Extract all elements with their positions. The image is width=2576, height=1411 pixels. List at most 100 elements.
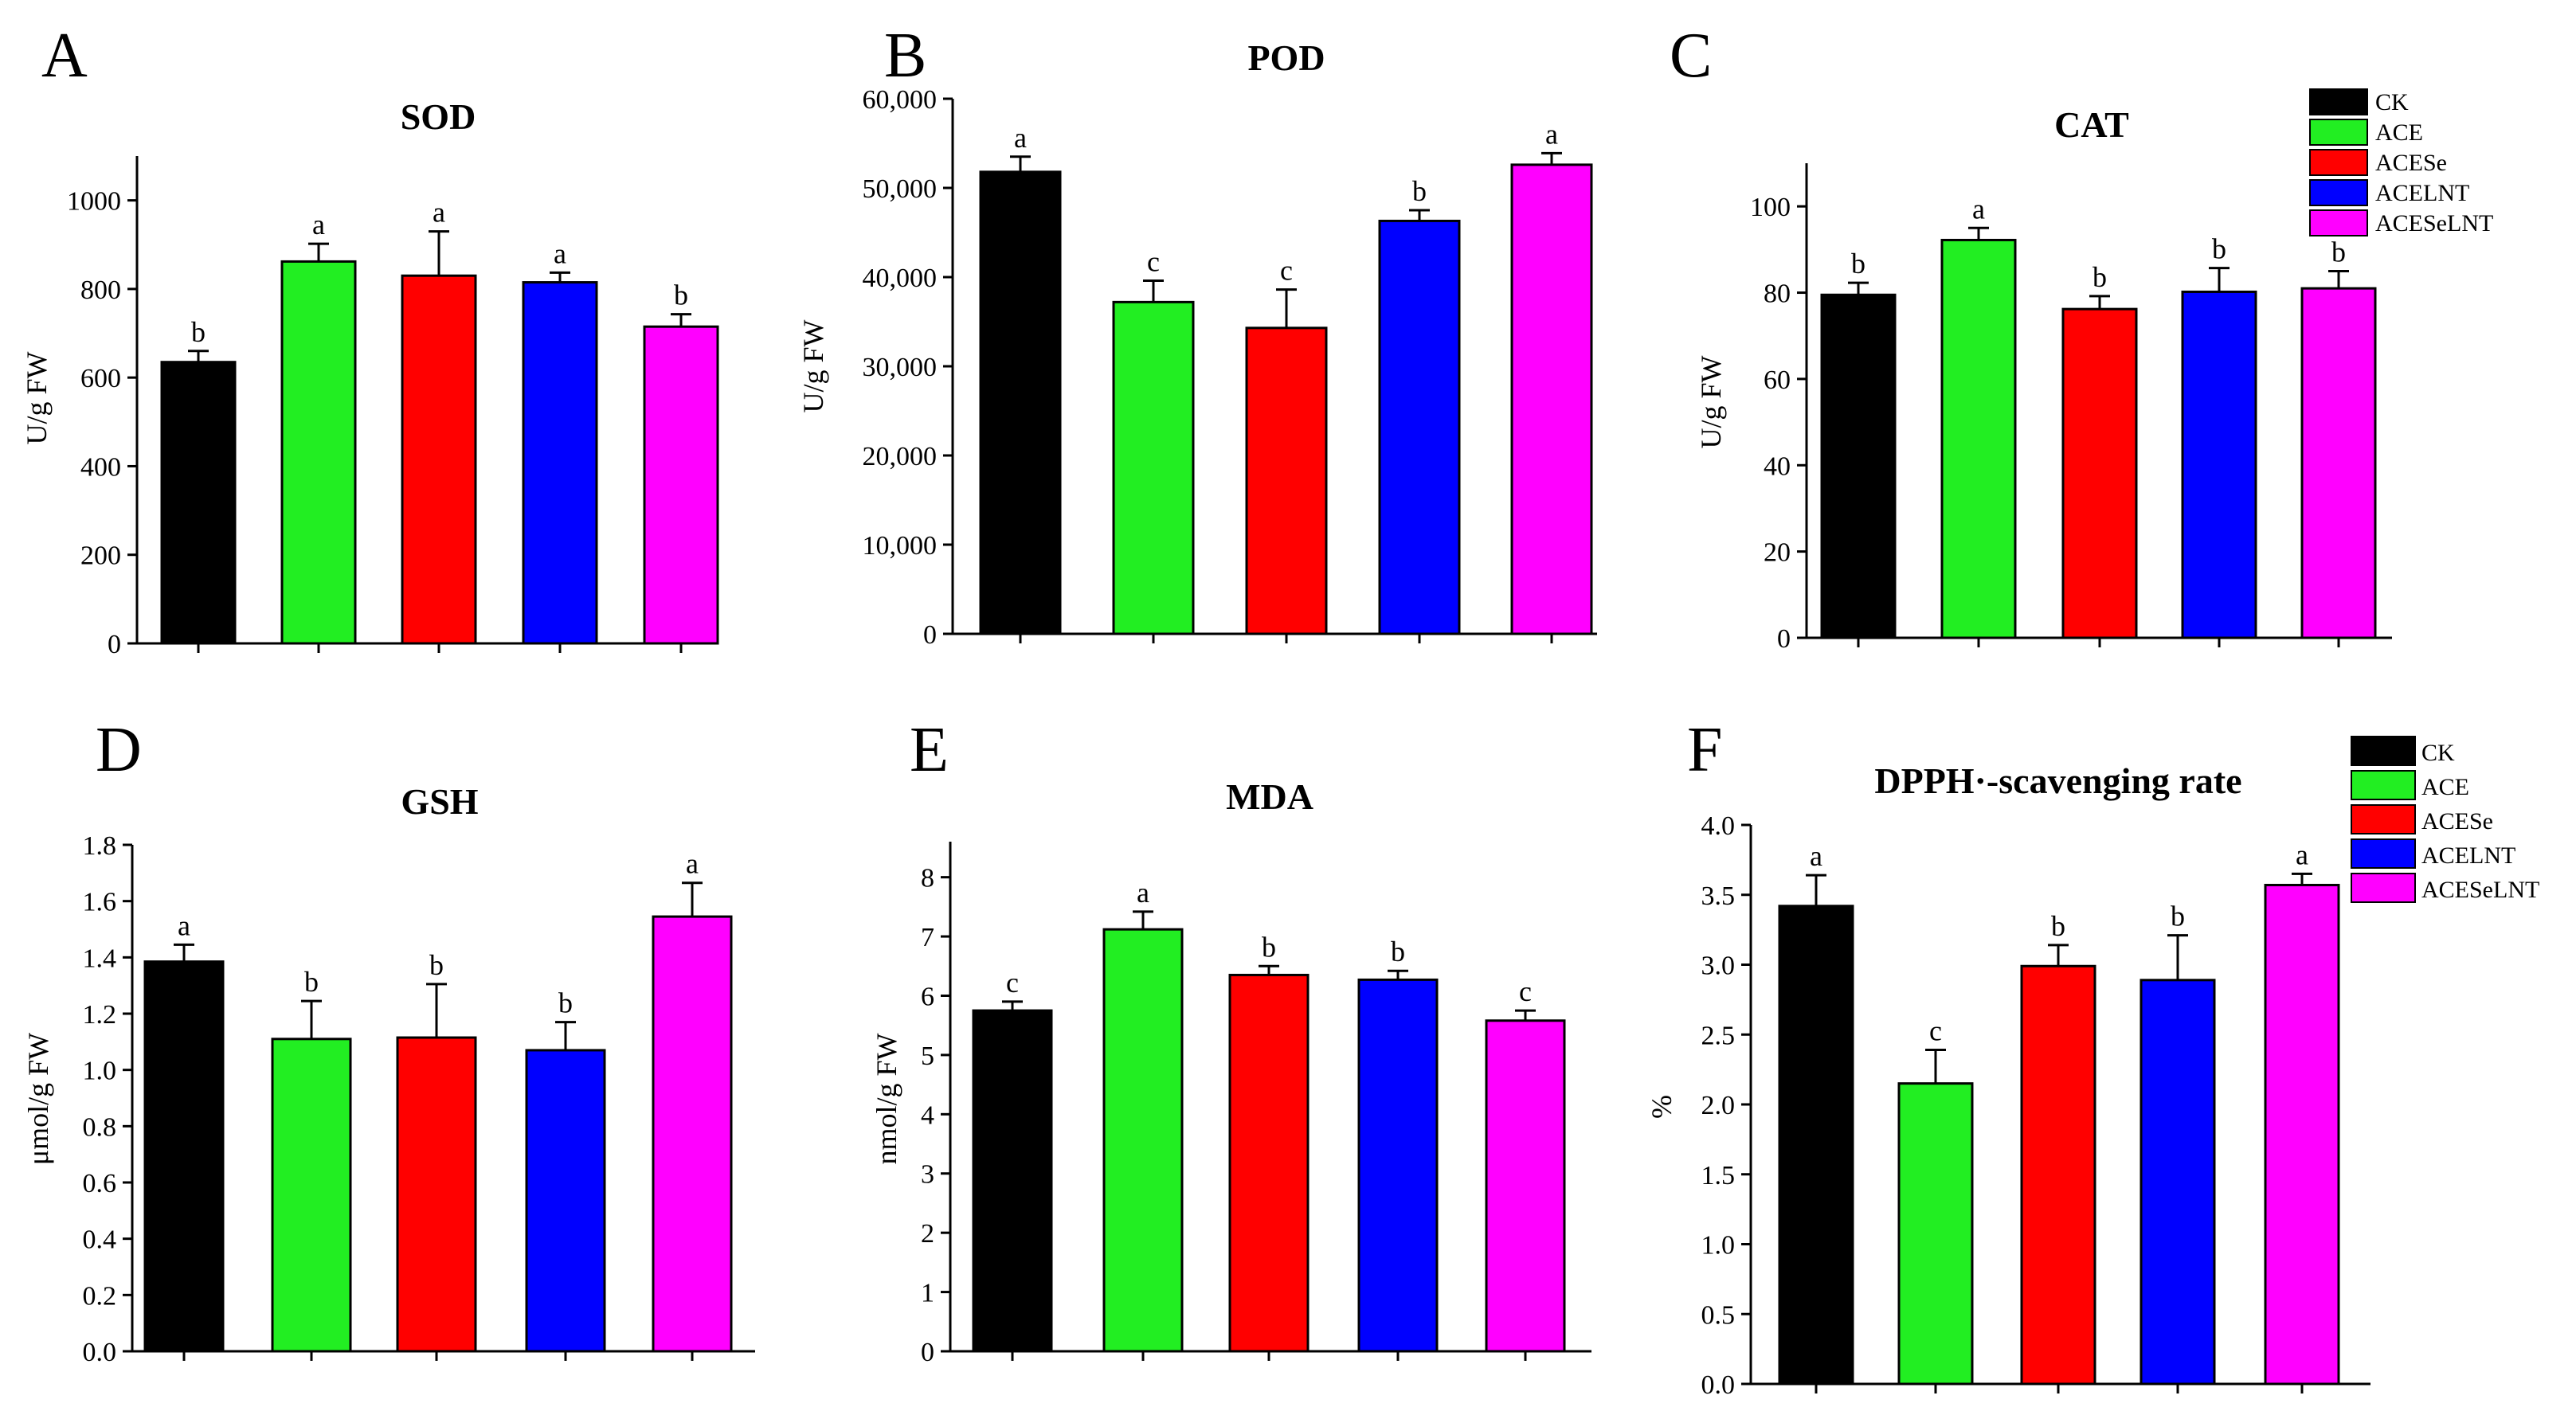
- bar-acelnt: [522, 281, 598, 645]
- y-tick-label: 80: [1764, 279, 1791, 309]
- bar-aceselnt: [643, 325, 719, 645]
- y-axis-label: nmol/g FW: [871, 1033, 902, 1164]
- bar-aceselnt: [1485, 1019, 1566, 1353]
- significance-letter: a: [1014, 122, 1027, 154]
- bar-acese: [2061, 307, 2138, 639]
- y-tick-label: 4.0: [1701, 811, 1736, 841]
- panel-letter: D: [96, 715, 142, 785]
- significance-letter: b: [2331, 236, 2346, 268]
- bar-acelnt: [2139, 979, 2216, 1386]
- chart-title: GSH: [401, 781, 478, 822]
- legend-label: CK: [2375, 89, 2409, 115]
- bar-acese: [401, 274, 477, 645]
- y-tick-label: 0: [1777, 624, 1791, 654]
- legend-panel-f: CK ACE ACESe ACELNT ACESeLNT: [2351, 736, 2539, 903]
- bar-ck: [143, 960, 225, 1353]
- chart-title: POD: [1247, 37, 1325, 78]
- legend-label: ACESe: [2375, 150, 2447, 176]
- y-axis-label: U/g FW: [1695, 355, 1727, 448]
- y-tick-label: 100: [1750, 193, 1791, 222]
- significance-letter: b: [1391, 936, 1405, 967]
- y-tick-label: 3.5: [1701, 881, 1736, 911]
- legend-panel-c: CK ACE ACESe ACELNT ACESeLNT: [2309, 88, 2493, 236]
- y-tick-label: 4: [921, 1100, 934, 1130]
- legend-label: ACE: [2375, 119, 2423, 146]
- panel-letter: F: [1687, 715, 1723, 785]
- legend-swatch-aceselnt: [2351, 873, 2416, 903]
- significance-letter: a: [1545, 118, 1558, 150]
- y-tick-label: 0.4: [83, 1225, 117, 1255]
- y-tick-label: 7: [921, 923, 934, 952]
- y-tick-label: 0.0: [83, 1338, 117, 1367]
- y-tick-label: 0.5: [1701, 1300, 1736, 1330]
- y-tick-label: 5: [921, 1042, 934, 1071]
- y-tick-label: 1: [921, 1279, 934, 1308]
- y-tick-label: 800: [80, 276, 121, 305]
- bar-acelnt: [2181, 290, 2257, 639]
- legend-swatch-ace: [2309, 119, 2368, 146]
- y-tick-label: 1000: [67, 187, 121, 217]
- significance-letter: b: [2093, 261, 2107, 293]
- legend-swatch-acelnt: [2309, 179, 2368, 206]
- significance-letter: b: [674, 279, 688, 311]
- y-tick-label: 400: [80, 452, 121, 482]
- y-axis-label: μmol/g FW: [22, 1033, 54, 1165]
- significance-letter: b: [2171, 901, 2185, 932]
- y-axis-label: U/g FW: [21, 351, 53, 444]
- y-tick-label: 0.0: [1701, 1370, 1736, 1400]
- y-tick-label: 0: [108, 630, 121, 659]
- significance-letter: a: [554, 237, 566, 269]
- chart-title: MDA: [1226, 776, 1313, 817]
- significance-letter: a: [1137, 877, 1149, 909]
- bar-ace: [1940, 238, 2017, 639]
- legend-swatch-acese: [2351, 804, 2416, 834]
- significance-letter: b: [2051, 910, 2065, 942]
- bar-ace: [280, 260, 357, 645]
- y-tick-label: 0: [921, 1338, 934, 1367]
- bar-ck: [1820, 293, 1897, 639]
- bar-ck: [160, 361, 237, 645]
- panel-letter: A: [41, 21, 88, 91]
- legend-label: ACE: [2421, 774, 2469, 800]
- significance-letter: b: [1412, 175, 1427, 207]
- y-tick-label: 50,000: [863, 174, 938, 204]
- significance-letter: a: [312, 209, 325, 240]
- chart-panel-d: D GSH μmol/g FW 0.0 0.2 0.4 0.6 0.8 1.0 1.2 1.4 1.6…: [22, 715, 755, 1367]
- chart-panel-a: A SOD U/g FW 0 200 400 600 800 1000 b a a a b: [21, 21, 719, 659]
- significance-letter: b: [558, 987, 573, 1019]
- y-tick-label: 1.2: [83, 1000, 117, 1030]
- panel-letter: C: [1670, 21, 1712, 91]
- bar-ace: [1102, 928, 1184, 1353]
- significance-letter: a: [433, 197, 445, 229]
- y-tick-label: 0: [923, 620, 937, 650]
- bar-ck: [972, 1009, 1053, 1353]
- y-tick-label: 10,000: [863, 531, 938, 561]
- significance-letter: a: [1810, 840, 1822, 872]
- chart-title: DPPH·-scavenging rate: [1874, 760, 2241, 801]
- y-tick-label: 1.4: [83, 944, 117, 973]
- bar-acese: [1228, 973, 1310, 1353]
- y-tick-label: 60: [1764, 365, 1791, 395]
- y-tick-label: 0.2: [83, 1281, 117, 1311]
- significance-letter: b: [304, 966, 319, 998]
- y-tick-label: 200: [80, 541, 121, 571]
- significance-letter: b: [1851, 248, 1865, 279]
- y-tick-label: 0.8: [83, 1112, 117, 1142]
- bar-ace: [1112, 300, 1195, 635]
- y-tick-label: 2.5: [1701, 1021, 1736, 1050]
- legend-swatch-ck: [2351, 736, 2416, 766]
- bar-aceselnt: [652, 915, 733, 1353]
- y-tick-label: 1.5: [1701, 1161, 1736, 1190]
- significance-letter: c: [1147, 245, 1160, 277]
- y-tick-label: 40,000: [863, 264, 938, 293]
- significance-letter: b: [1262, 931, 1276, 963]
- legend-swatch-ace: [2351, 770, 2416, 800]
- chart-title: SOD: [401, 96, 476, 137]
- y-tick-label: 6: [921, 982, 934, 1011]
- y-tick-label: 1.8: [83, 831, 117, 861]
- panel-letter: B: [884, 21, 926, 91]
- bar-acese: [1245, 326, 1328, 635]
- chart-title: CAT: [2054, 104, 2129, 145]
- y-tick-label: 2: [921, 1219, 934, 1249]
